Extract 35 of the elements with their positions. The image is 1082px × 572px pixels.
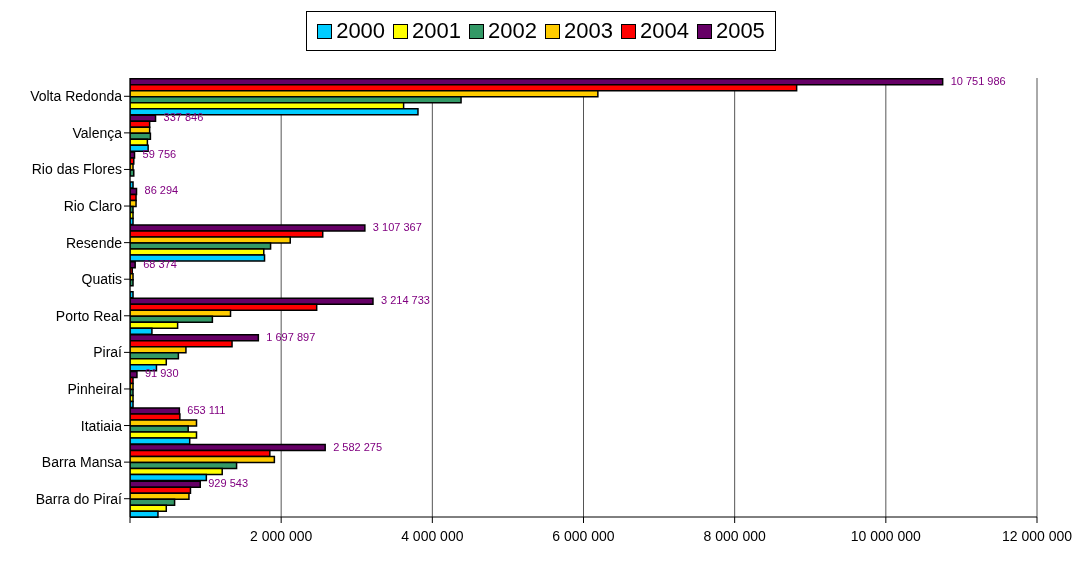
legend-label: 2002 xyxy=(487,18,537,44)
data-label: 59 756 xyxy=(142,147,177,160)
y-tick-label: Itatiaia xyxy=(80,417,123,434)
y-tick-label: Valença xyxy=(72,124,123,141)
y-tick-label: Rio das Flores xyxy=(31,161,122,178)
y-tick-label: Barra Mansa xyxy=(41,454,123,471)
legend-label: 2005 xyxy=(714,18,765,44)
x-tick-label: 2 000 000 xyxy=(250,527,313,544)
data-label: 929 543 xyxy=(208,477,249,490)
data-label: 91 930 xyxy=(144,367,179,380)
x-tick-label: 4 000 000 xyxy=(401,527,464,544)
data-label: 337 846 xyxy=(163,111,204,124)
y-tick-label: Piraí xyxy=(93,344,123,361)
data-label: 3 107 367 xyxy=(372,221,422,234)
data-label: 1 697 897 xyxy=(266,330,316,343)
legend-label: 2003 xyxy=(563,18,613,44)
data-label: 653 111 xyxy=(187,403,226,416)
legend-label: 2000 xyxy=(335,18,386,44)
data-label: 3 214 733 xyxy=(380,294,430,307)
x-tick-label: 10 000 000 xyxy=(850,527,922,544)
data-label: 86 294 xyxy=(144,184,179,197)
y-tick-label: Rio Claro xyxy=(63,198,123,215)
y-tick-label: Barra do Piraí xyxy=(35,490,123,507)
x-tick-label: 6 000 000 xyxy=(552,527,615,544)
data-label: 2 582 275 xyxy=(333,440,383,453)
legend-label: 2001 xyxy=(411,18,462,44)
x-tick-label: 12 000 000 xyxy=(1001,527,1073,544)
x-tick-label: 8 000 000 xyxy=(703,527,767,544)
data-label: 10 751 986 xyxy=(950,74,1006,87)
y-tick-label: Pinheiral xyxy=(67,380,122,397)
legend-label: 2004 xyxy=(638,18,689,44)
y-tick-label: Porto Real xyxy=(55,307,122,324)
y-tick-label: Volta Redonda xyxy=(30,88,123,105)
y-tick-label: Resende xyxy=(65,234,123,251)
y-tick-label: Quatis xyxy=(81,271,122,288)
